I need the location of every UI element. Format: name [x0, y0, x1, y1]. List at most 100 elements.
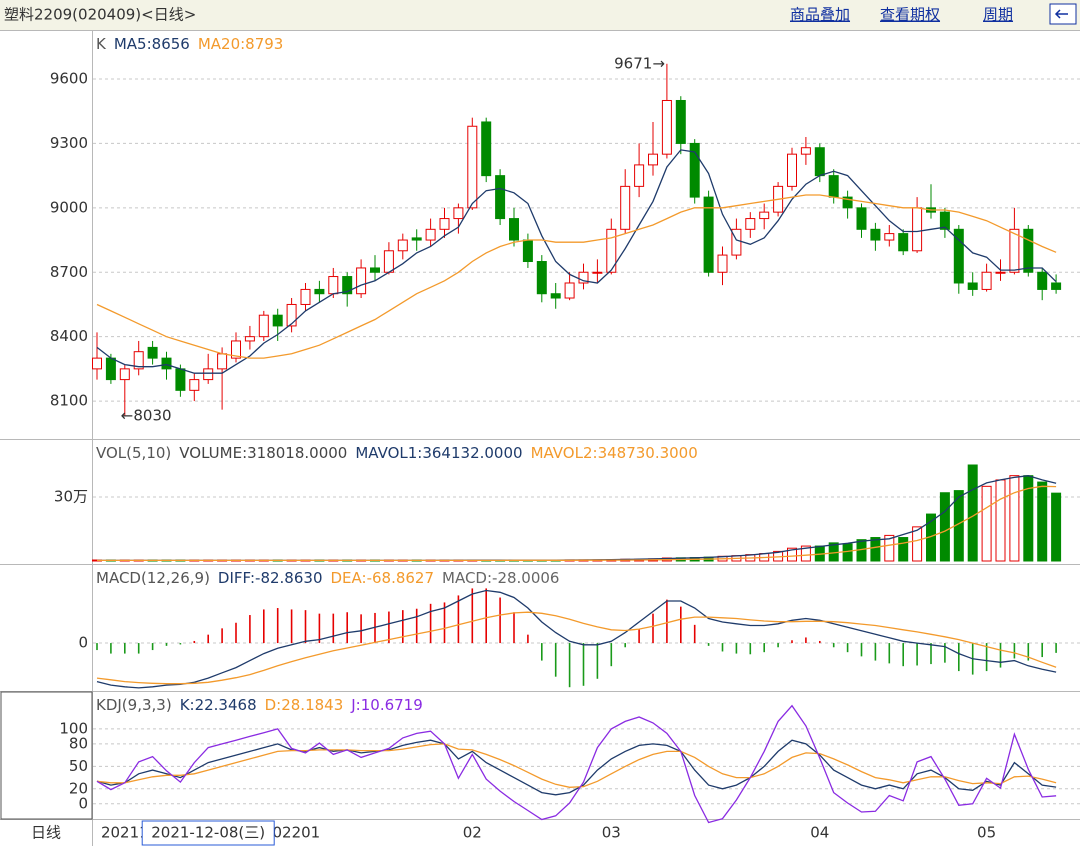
link[interactable]: 查看期权	[880, 6, 940, 24]
x-tick-label: 202201	[263, 824, 320, 842]
line	[96, 149, 1057, 374]
legend-entry: VOLUME:318018.0000	[179, 444, 347, 462]
candle-body	[175, 368, 186, 391]
panel-label: K	[96, 35, 107, 53]
legend: MACD(12,26,9) DIFF:-82.8630 DEA:-68.8627 MA…	[96, 569, 559, 587]
candle-body	[578, 271, 589, 284]
line	[96, 704, 1057, 824]
candle-body	[92, 357, 102, 370]
candle-body	[731, 228, 742, 256]
y-tick-label: 8100	[50, 392, 88, 410]
candle-body	[203, 368, 214, 381]
candle-body	[842, 196, 853, 209]
volume-bar	[842, 543, 853, 562]
annotation: ←8030	[121, 407, 172, 425]
y-tick-label: 30万	[54, 488, 88, 506]
candle-body	[995, 271, 1006, 274]
link[interactable]: 周期	[983, 6, 1013, 24]
line	[96, 739, 1057, 796]
back-icon[interactable]	[1049, 3, 1077, 25]
volume-bar	[884, 534, 895, 562]
candle-body	[467, 125, 478, 209]
legend-entry: K:22.3468	[180, 696, 257, 714]
candle-body	[634, 164, 645, 187]
candle-body	[522, 239, 533, 263]
y-tick-label: 9600	[50, 70, 88, 88]
volume-bar	[939, 492, 950, 562]
candle-body	[564, 282, 575, 299]
volume-bar	[1037, 481, 1048, 562]
legend-entry: J:10.6719	[350, 696, 423, 714]
candle-body	[953, 228, 964, 284]
candle-body	[1009, 228, 1020, 273]
candle-body	[481, 121, 492, 177]
candle-body	[370, 267, 380, 273]
candle-body	[411, 237, 422, 241]
candle-body	[675, 99, 686, 144]
volume-bar	[800, 545, 811, 562]
cursor-box	[141, 820, 275, 846]
panel-label: KDJ(9,3,3)	[96, 696, 172, 714]
annotation: 9671→	[614, 54, 665, 72]
line	[97, 485, 1057, 562]
volume-bar	[870, 537, 881, 562]
candle-body	[383, 250, 394, 273]
candle-body	[856, 207, 867, 230]
y-tick-label: 100	[59, 719, 88, 737]
line	[96, 194, 1057, 359]
legend-entry: MA20:8793	[198, 35, 284, 53]
candle-body	[703, 196, 714, 273]
link[interactable]: 商品叠加	[790, 6, 850, 24]
y-tick-label: 80	[69, 734, 88, 752]
y-tick-label: 9300	[50, 134, 88, 152]
legend-entry: MAVOL1:364132.0000	[355, 444, 522, 462]
candle-body	[272, 314, 283, 327]
candle-body	[258, 314, 269, 338]
legend-entry: DIFF:-82.8630	[218, 569, 323, 587]
y-tick-label: 9000	[50, 198, 88, 216]
y-tick-label: 50	[69, 757, 88, 775]
candle-body	[231, 340, 241, 359]
candle-body	[912, 207, 923, 252]
candle-body	[495, 175, 506, 220]
legend-entry: D:28.1843	[265, 696, 344, 714]
legend: KDJ(9,3,3) K:22.3468 D:28.1843 J:10.6719	[96, 696, 423, 714]
volume-bar	[1051, 492, 1062, 562]
candle-body	[689, 142, 700, 198]
candle-body	[661, 99, 672, 155]
legend-entry: MAVOL2:348730.3000	[531, 444, 698, 462]
candle-body	[787, 153, 797, 187]
candle-body	[161, 357, 172, 370]
cursor-label: 2021-12-08(三)	[151, 824, 265, 842]
candle-body	[509, 218, 519, 241]
candle-body	[981, 271, 992, 290]
candle-body	[147, 346, 158, 359]
candle-body	[453, 207, 464, 220]
candle-body	[1023, 228, 1034, 273]
candle-body	[1037, 271, 1048, 290]
candle-body	[244, 336, 255, 342]
candle-body	[759, 211, 770, 220]
legend-entry: MACD:-28.0006	[442, 569, 559, 587]
legend-entry: DEA:-68.8627	[330, 569, 434, 587]
icon-arrow[interactable]	[1054, 9, 1068, 19]
candle-body	[550, 293, 561, 299]
candle-body	[800, 147, 811, 155]
panel-label: VOL(5,10)	[96, 444, 171, 462]
candle-body	[745, 218, 756, 230]
candle-body	[717, 254, 728, 273]
legend-entry: MA5:8656	[114, 35, 190, 53]
x-tick-label: 03	[602, 824, 621, 842]
line	[96, 743, 1057, 788]
volume-bar	[912, 526, 923, 562]
selected-panel	[0, 691, 93, 820]
volume-bar	[1009, 475, 1020, 562]
line	[96, 611, 1057, 685]
time-axis-label: 日线	[31, 824, 61, 842]
candle-body	[592, 271, 603, 274]
candle-body	[606, 228, 617, 273]
candle-body	[342, 276, 353, 295]
candle-body	[425, 228, 436, 241]
panel-label: MACD(12,26,9)	[96, 569, 210, 587]
candle-body	[828, 175, 839, 198]
